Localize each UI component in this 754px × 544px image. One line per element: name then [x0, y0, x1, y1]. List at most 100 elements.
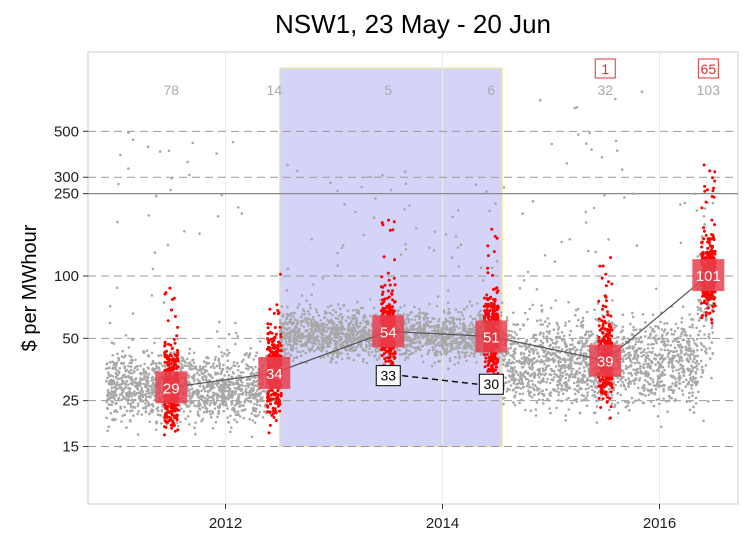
- scatter-point: [251, 412, 254, 415]
- scatter-point: [536, 369, 539, 372]
- scatter-point: [130, 359, 133, 362]
- scatter-point: [696, 349, 699, 352]
- scatter-point: [662, 390, 665, 393]
- highlight-point: [167, 319, 170, 322]
- scatter-point: [147, 403, 150, 406]
- scatter-point: [511, 361, 514, 364]
- scatter-point: [419, 311, 422, 314]
- scatter-point: [342, 332, 345, 335]
- scatter-point: [152, 405, 155, 408]
- scatter-point: [413, 306, 416, 309]
- scatter-point: [253, 358, 256, 361]
- scatter-point: [579, 356, 582, 359]
- scatter-point: [186, 365, 189, 368]
- scatter-point: [553, 370, 556, 373]
- scatter-point: [647, 389, 650, 392]
- scatter-point: [355, 325, 358, 328]
- scatter-point: [642, 313, 645, 316]
- scatter-point: [524, 312, 527, 315]
- scatter-point: [644, 335, 647, 338]
- scatter-point: [531, 380, 534, 383]
- scatter-point: [359, 322, 362, 325]
- scatter-point: [627, 347, 630, 350]
- scatter-point: [315, 337, 318, 340]
- scatter-point: [149, 395, 152, 398]
- scatter-point: [285, 338, 288, 341]
- scatter-point: [187, 400, 190, 403]
- scatter-point: [635, 351, 638, 354]
- scatter-point: [193, 380, 196, 383]
- scatter-point: [142, 407, 145, 410]
- scatter-point: [643, 348, 646, 351]
- scatter-point: [342, 304, 345, 307]
- scatter-point: [237, 369, 240, 372]
- scatter-point: [521, 212, 524, 215]
- scatter-point: [697, 309, 700, 312]
- scatter-point: [339, 307, 342, 310]
- scatter-point: [415, 227, 418, 230]
- scatter-point: [577, 133, 580, 136]
- scatter-point: [634, 372, 637, 375]
- scatter-point: [326, 344, 329, 347]
- scatter-point: [678, 387, 681, 390]
- scatter-point: [105, 367, 108, 370]
- scatter-point: [314, 323, 317, 326]
- scatter-point: [687, 382, 690, 385]
- scatter-point: [436, 305, 439, 308]
- scatter-point: [518, 360, 521, 363]
- scatter-point: [652, 343, 655, 346]
- scatter-point: [508, 380, 511, 383]
- scatter-point: [226, 367, 229, 370]
- scatter-point: [390, 189, 393, 192]
- scatter-point: [581, 326, 584, 329]
- scatter-point: [111, 360, 114, 363]
- scatter-point: [479, 309, 482, 312]
- scatter-point: [525, 348, 528, 351]
- scatter-point: [471, 305, 474, 308]
- scatter-point: [252, 407, 255, 410]
- scatter-point: [614, 384, 617, 387]
- scatter-point: [664, 349, 667, 352]
- scatter-point: [672, 351, 675, 354]
- scatter-point: [508, 359, 511, 362]
- scatter-point: [622, 314, 625, 317]
- scatter-point: [533, 394, 536, 397]
- scatter-point: [263, 390, 266, 393]
- scatter-point: [611, 299, 614, 302]
- scatter-point: [711, 327, 714, 330]
- scatter-point: [520, 353, 523, 356]
- scatter-point: [336, 264, 339, 267]
- scatter-point: [655, 388, 658, 391]
- scatter-point: [611, 394, 614, 397]
- scatter-point: [371, 351, 374, 354]
- scatter-point: [650, 367, 653, 370]
- scatter-point: [644, 358, 647, 361]
- scatter-point: [654, 325, 657, 328]
- scatter-point: [232, 364, 235, 367]
- scatter-point: [430, 338, 433, 341]
- scatter-point: [595, 318, 598, 321]
- scatter-point: [342, 244, 345, 247]
- scatter-point: [140, 372, 143, 375]
- scatter-point: [219, 367, 222, 370]
- scatter-point: [632, 326, 635, 329]
- scatter-point: [671, 382, 674, 385]
- scatter-point: [309, 340, 312, 343]
- scatter-point: [535, 349, 538, 352]
- scatter-point: [705, 352, 708, 355]
- scatter-point: [680, 242, 683, 245]
- scatter-point: [556, 375, 559, 378]
- scatter-point: [111, 354, 114, 357]
- scatter-point: [217, 215, 220, 218]
- scatter-point: [186, 405, 189, 408]
- scatter-point: [247, 368, 250, 371]
- scatter-point: [571, 343, 574, 346]
- scatter-point: [362, 335, 365, 338]
- scatter-point: [111, 401, 114, 404]
- scatter-point: [707, 400, 710, 403]
- scatter-point: [352, 309, 355, 312]
- scatter-point: [226, 390, 229, 393]
- scatter-point: [548, 373, 551, 376]
- scatter-point: [448, 308, 451, 311]
- scatter-point: [331, 314, 334, 317]
